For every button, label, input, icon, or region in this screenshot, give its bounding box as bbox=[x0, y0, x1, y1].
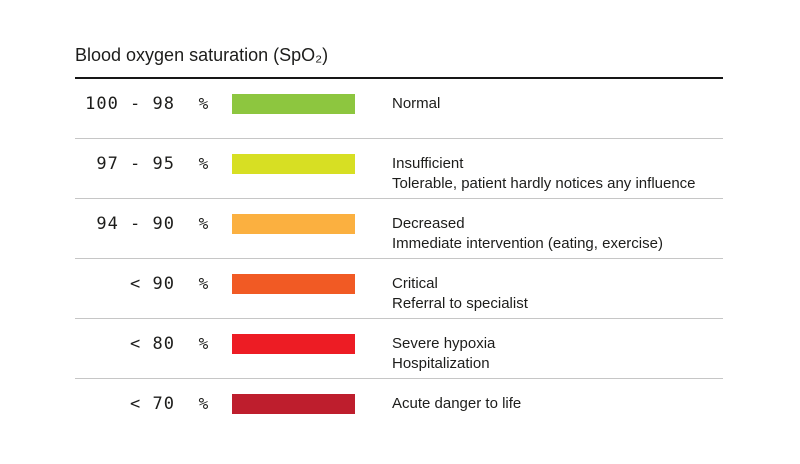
page-title: Blood oxygen saturation (SpO₂) bbox=[75, 45, 329, 65]
color-swatch-normal bbox=[232, 94, 355, 114]
description-cell: Critical Referral to specialist bbox=[392, 274, 528, 314]
table-row: 100 - 98 % Normal bbox=[75, 79, 723, 139]
unit-label: % bbox=[198, 214, 209, 233]
spo2-range: 100 - 98 bbox=[85, 94, 175, 114]
table-row: < 70 % Acute danger to life bbox=[75, 379, 723, 439]
spo2-scale-table: 100 - 98 % Normal 97 - 95 % Insufficient… bbox=[75, 79, 723, 439]
color-bar-cell bbox=[232, 94, 355, 114]
spo2-scale-panel: Blood oxygen saturation (SpO₂) 100 - 98 … bbox=[75, 44, 723, 439]
classification-label: Decreased bbox=[392, 215, 465, 232]
description-cell: Severe hypoxia Hospitalization bbox=[392, 334, 495, 374]
unit-label: % bbox=[198, 334, 209, 353]
recommendation-text: Tolerable, patient hardly notices any in… bbox=[392, 175, 696, 192]
color-bar-cell bbox=[232, 214, 355, 234]
spo2-range: < 80 bbox=[130, 334, 175, 354]
color-swatch-acute-danger bbox=[232, 394, 355, 414]
color-bar-cell bbox=[232, 274, 355, 294]
spo2-range: < 90 bbox=[130, 274, 175, 294]
spo2-range: 94 - 90 bbox=[96, 214, 175, 234]
description-cell: Acute danger to life bbox=[392, 394, 521, 414]
classification-label: Severe hypoxia bbox=[392, 335, 496, 352]
unit-label: % bbox=[198, 394, 209, 413]
table-row: 97 - 95 % Insufficient Tolerable, patien… bbox=[75, 139, 723, 199]
color-swatch-decreased bbox=[232, 214, 355, 234]
table-row: < 80 % Severe hypoxia Hospitalization bbox=[75, 319, 723, 379]
recommendation-text: Hospitalization bbox=[392, 355, 490, 372]
table-row: 94 - 90 % Decreased Immediate interventi… bbox=[75, 199, 723, 259]
recommendation-text: Referral to specialist bbox=[392, 295, 528, 312]
description-cell: Normal bbox=[392, 94, 440, 114]
classification-label: Acute danger to life bbox=[392, 395, 522, 412]
unit-label: % bbox=[198, 94, 209, 113]
color-bar-cell bbox=[232, 334, 355, 354]
color-bar-cell bbox=[232, 394, 355, 414]
color-swatch-insufficient bbox=[232, 154, 355, 174]
classification-label: Normal bbox=[392, 95, 441, 112]
classification-label: Insufficient bbox=[392, 155, 464, 172]
recommendation-text: Immediate intervention (eating, exercise… bbox=[392, 235, 663, 252]
spo2-range: < 70 bbox=[130, 394, 175, 414]
unit-label: % bbox=[198, 274, 209, 293]
spo2-range: 97 - 95 bbox=[96, 154, 175, 174]
color-bar-cell bbox=[232, 154, 355, 174]
title-rule bbox=[75, 77, 723, 79]
description-cell: Decreased Immediate intervention (eating… bbox=[392, 214, 663, 254]
unit-label: % bbox=[198, 154, 209, 173]
color-swatch-severe-hypoxia bbox=[232, 334, 355, 354]
color-swatch-critical bbox=[232, 274, 355, 294]
classification-label: Critical bbox=[392, 275, 438, 292]
description-cell: Insufficient Tolerable, patient hardly n… bbox=[392, 154, 696, 194]
table-row: < 90 % Critical Referral to specialist bbox=[75, 259, 723, 319]
